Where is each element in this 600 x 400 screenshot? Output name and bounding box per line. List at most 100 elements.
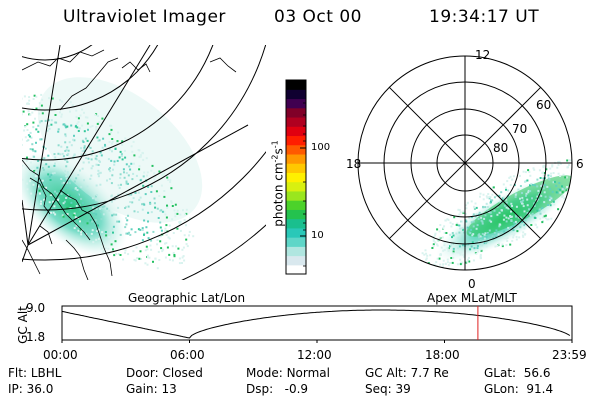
aurora-pixel <box>66 154 69 156</box>
aurora-pixel <box>79 208 82 211</box>
aurora-pixel <box>452 256 455 259</box>
aurora-pixel <box>112 168 114 171</box>
aurora-pixel <box>446 218 449 221</box>
aurora-pixel <box>19 155 21 157</box>
aurora-pixel <box>500 191 503 194</box>
aurora-pixel <box>45 163 48 166</box>
seq-field: Seq: 39 <box>365 382 411 396</box>
aurora-pixel <box>111 150 113 153</box>
colorbar-step <box>286 107 306 118</box>
aurora-pixel <box>505 216 508 219</box>
aurora-pixel <box>159 226 162 229</box>
aurora-pixel <box>143 232 146 235</box>
aurora-pixel <box>7 100 9 102</box>
aurora-pixel <box>111 142 113 145</box>
aurora-pixel <box>566 159 569 162</box>
aurora-pixel <box>34 150 37 153</box>
aurora-pixel <box>29 131 32 134</box>
aurora-pixel <box>97 237 100 240</box>
aurora-pixel <box>105 234 108 237</box>
aurora-pixel <box>565 189 568 192</box>
aurora-pixel <box>97 228 100 231</box>
aurora-pixel <box>67 149 70 152</box>
aurora-pixel <box>443 249 446 251</box>
aurora-pixel <box>529 214 532 217</box>
altitude-curve <box>61 309 571 339</box>
altitude-ytick-bottom: 1.8 <box>26 330 46 344</box>
aurora-pixel <box>79 169 81 172</box>
aurora-pixel <box>11 135 13 137</box>
aurora-pixel <box>559 188 562 191</box>
aurora-pixel <box>147 220 149 223</box>
aurora-pixel <box>443 244 446 247</box>
aurora-pixel <box>40 200 43 203</box>
aurora-pixel <box>138 156 141 159</box>
aurora-pixel <box>498 223 501 226</box>
aurora-pixel <box>439 224 442 226</box>
aurora-pixel <box>502 196 505 199</box>
aurora-pixel <box>432 239 435 242</box>
aurora-pixel <box>70 124 73 127</box>
aurora-pixel <box>99 171 102 174</box>
aurora-pixel <box>102 137 105 140</box>
aurora-pixel <box>510 215 513 218</box>
aurora-pixel <box>534 184 536 187</box>
aurora-pixel <box>505 220 508 223</box>
aurora-pixel <box>34 117 36 120</box>
aurora-pixel <box>86 222 89 225</box>
aurora-pixel <box>451 232 454 234</box>
aurora-pixel <box>182 255 185 258</box>
aurora-pixel <box>518 174 521 177</box>
aurora-pixel <box>542 166 545 169</box>
aurora-pixel <box>488 229 491 232</box>
aurora-pixel <box>65 197 68 199</box>
aurora-pixel <box>579 181 581 183</box>
colorbar-step <box>286 172 306 183</box>
aurora-pixel <box>141 208 144 211</box>
aurora-pixel <box>99 151 102 154</box>
aurora-pixel <box>64 158 67 161</box>
aurora-pixel <box>110 194 113 197</box>
apex-caption: Apex MLat/MLT <box>427 291 517 305</box>
aurora-pixel <box>126 232 129 235</box>
colorbar-step <box>286 153 306 164</box>
aurora-pixel <box>507 226 510 229</box>
aurora-pixel <box>438 236 441 239</box>
aurora-pixel <box>506 240 509 242</box>
aurora-pixel <box>164 227 167 230</box>
aurora-pixel <box>83 147 86 150</box>
aurora-pixel <box>108 240 111 243</box>
aurora-pixel <box>32 98 35 100</box>
aurora-pixel <box>130 228 133 231</box>
aurora-pixel <box>11 101 13 103</box>
aurora-pixel <box>439 263 442 266</box>
aurora-pixel <box>45 186 48 189</box>
aurora-pixel <box>445 232 448 234</box>
aurora-pixel <box>449 262 452 264</box>
aurora-pixel <box>485 245 488 248</box>
aurora-pixel <box>100 210 103 213</box>
aurora-pixel <box>153 197 156 200</box>
aurora-pixel <box>171 205 174 207</box>
aurora-pixel <box>461 227 464 230</box>
aurora-pixel <box>108 178 111 180</box>
aurora-pixel <box>146 174 148 177</box>
aurora-pixel <box>477 213 480 216</box>
seq-label: Seq: <box>365 382 392 396</box>
aurora-pixel <box>92 206 95 209</box>
aurora-pixel <box>112 231 114 234</box>
aurora-pixel <box>505 237 508 240</box>
mode-field: Mode: Normal <box>246 366 330 380</box>
aurora-pixel <box>527 191 530 194</box>
aurora-pixel <box>37 124 40 127</box>
aurora-pixel <box>166 246 169 249</box>
aurora-pixel <box>144 193 147 196</box>
aurora-pixel <box>543 201 546 204</box>
aurora-pixel <box>567 164 570 166</box>
aurora-pixel <box>70 144 73 147</box>
aurora-pixel <box>160 229 163 232</box>
aurora-pixel <box>514 193 517 196</box>
aurora-pixel <box>116 220 119 223</box>
aurora-pixel <box>123 171 125 174</box>
aurora-pixel <box>462 211 465 214</box>
